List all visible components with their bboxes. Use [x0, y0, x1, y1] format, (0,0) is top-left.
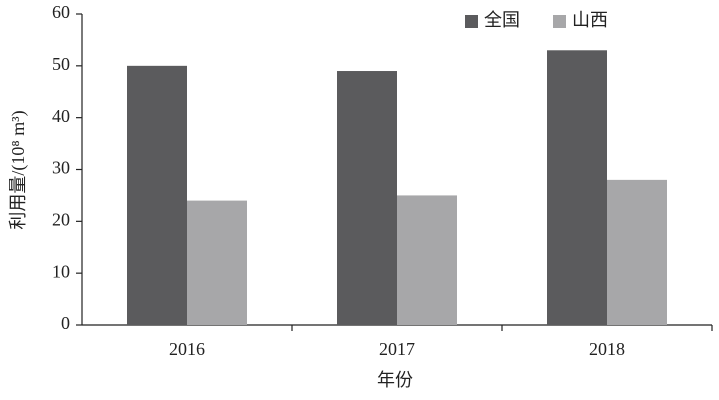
x-tick-label: 2017 — [379, 339, 415, 359]
legend-swatch — [553, 15, 566, 28]
bar — [397, 195, 457, 325]
x-tick-label: 2018 — [589, 339, 625, 359]
bar — [337, 71, 397, 326]
x-tick-label: 2016 — [169, 339, 205, 359]
legend-label: 山西 — [572, 10, 608, 30]
y-tick-label: 10 — [52, 261, 70, 281]
y-tick-label: 50 — [52, 54, 70, 74]
y-tick-label: 30 — [52, 158, 70, 178]
bar — [547, 50, 607, 326]
y-tick-label: 20 — [52, 209, 70, 229]
bar — [187, 200, 247, 325]
x-axis-label: 年份 — [377, 370, 413, 390]
legend-swatch — [465, 15, 478, 28]
y-tick-label: 0 — [61, 313, 70, 333]
y-axis-label: 利用量/(10⁸ m³) — [8, 110, 29, 229]
y-tick-label: 40 — [52, 106, 70, 126]
bar — [127, 65, 187, 325]
legend-label: 全国 — [484, 10, 520, 30]
y-tick-label: 60 — [52, 2, 70, 22]
bar — [607, 179, 667, 325]
